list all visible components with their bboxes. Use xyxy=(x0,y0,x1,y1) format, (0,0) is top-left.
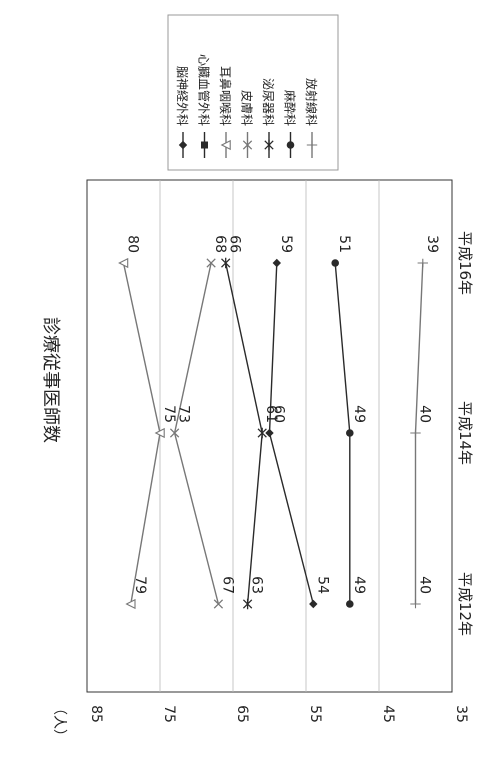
data-label: 49 xyxy=(351,576,367,594)
y-tick-label: 75 xyxy=(161,705,177,723)
series-麻酔科 xyxy=(331,259,354,608)
marker-x xyxy=(206,258,216,268)
legend-label: 脳神経外科 xyxy=(175,66,189,126)
y-axis-unit-label: （人） xyxy=(51,701,67,743)
marker-asterisk xyxy=(264,139,274,151)
x-tick-label: 平成16年 xyxy=(456,231,474,295)
data-label: 80 xyxy=(125,235,141,253)
data-label: 61 xyxy=(263,405,279,423)
marker-plus xyxy=(417,258,428,268)
x-tick-label: 平成12年 xyxy=(456,572,474,636)
marker-x xyxy=(242,140,253,150)
marker-triangle xyxy=(118,257,129,269)
y-tick-label: 45 xyxy=(380,705,396,723)
series-lines xyxy=(118,257,428,610)
data-labels: 79 75 80 67 73 68 63 61 66 54 60 59 49 49 51 40 40 39 xyxy=(125,235,440,594)
series-泌尿器科 xyxy=(221,257,267,610)
data-label: 60 xyxy=(271,405,287,423)
series-line xyxy=(268,262,314,605)
data-label: 49 xyxy=(351,405,367,423)
legend-item: 放射線科 xyxy=(304,78,319,158)
y-tick-label: 55 xyxy=(307,705,323,723)
marker-circle xyxy=(286,141,295,149)
series-脳神経外科 xyxy=(265,258,318,609)
data-label: 75 xyxy=(161,405,177,423)
legend-box xyxy=(167,14,339,171)
x-tick-labels: 平成12年 平成14年 平成16年 xyxy=(456,231,474,636)
data-label: 39 xyxy=(424,235,440,253)
chart-title: 診療従事医師数 xyxy=(40,317,61,443)
legend-label: 皮膚科 xyxy=(240,90,255,126)
legend-item: 脳神経外科 xyxy=(175,66,189,158)
marker-plus xyxy=(306,140,318,150)
marker-plus xyxy=(410,599,421,609)
series-皮膚科 xyxy=(169,258,224,609)
legend-item: 泌尿器科 xyxy=(261,78,275,158)
legend-item: 麻酔科 xyxy=(283,90,298,158)
marker-diamond xyxy=(265,428,274,438)
data-label: 40 xyxy=(417,576,433,594)
series-line xyxy=(173,262,220,605)
data-label: 66 xyxy=(227,235,243,253)
data-label: 59 xyxy=(278,235,294,253)
data-label: 73 xyxy=(176,405,192,423)
marker-circle xyxy=(346,600,354,608)
legend-label: 麻酔科 xyxy=(283,90,298,126)
marker-asterisk xyxy=(242,598,253,610)
legend-item: 皮膚科 xyxy=(240,90,255,158)
data-label: 67 xyxy=(219,576,235,594)
legend-label: 心臓血管外科 xyxy=(197,54,212,126)
data-label: 79 xyxy=(132,576,148,594)
series-line xyxy=(122,262,161,605)
series-耳鼻咽喉科 xyxy=(118,257,165,610)
marker-triangle xyxy=(125,598,136,610)
marker-triangle xyxy=(154,427,165,439)
marker-diamond xyxy=(178,140,188,150)
data-label: 40 xyxy=(417,405,433,423)
x-tick-label: 平成14年 xyxy=(456,401,474,465)
legend-label: 放射線科 xyxy=(304,78,319,126)
plot-area-border xyxy=(86,179,453,693)
marker-asterisk xyxy=(257,427,267,439)
marker-x xyxy=(213,599,224,609)
data-label: 51 xyxy=(336,235,352,253)
legend-item: 耳鼻咽喉科 xyxy=(218,66,233,158)
marker-asterisk xyxy=(221,257,231,269)
y-tick-labels: 85 75 65 55 45 35 xyxy=(88,705,469,723)
marker-square xyxy=(201,141,208,149)
data-label: 54 xyxy=(314,576,330,594)
marker-circle xyxy=(346,429,354,437)
y-tick-label: 35 xyxy=(453,705,469,723)
marker-diamond xyxy=(309,599,318,609)
legend-label: 泌尿器科 xyxy=(261,78,275,126)
y-tick-label: 65 xyxy=(234,705,250,723)
legend-item: 心臓血管外科 xyxy=(197,54,212,158)
y-tick-label: 85 xyxy=(88,705,104,723)
series-line xyxy=(225,262,263,605)
marker-triangle xyxy=(220,139,231,151)
legend: 脳神経外科 心臓血管外科 耳鼻咽喉科 皮膚科 泌尿器科 麻酔科 放射線科 xyxy=(175,54,319,158)
marker-x xyxy=(169,428,180,438)
marker-circle xyxy=(331,259,340,267)
marker-plus xyxy=(410,428,421,438)
data-label: 63 xyxy=(249,576,265,594)
series-放射線科 xyxy=(410,258,428,609)
legend-label: 耳鼻咽喉科 xyxy=(218,66,233,126)
data-label: 68 xyxy=(212,235,228,253)
marker-diamond xyxy=(272,258,281,268)
